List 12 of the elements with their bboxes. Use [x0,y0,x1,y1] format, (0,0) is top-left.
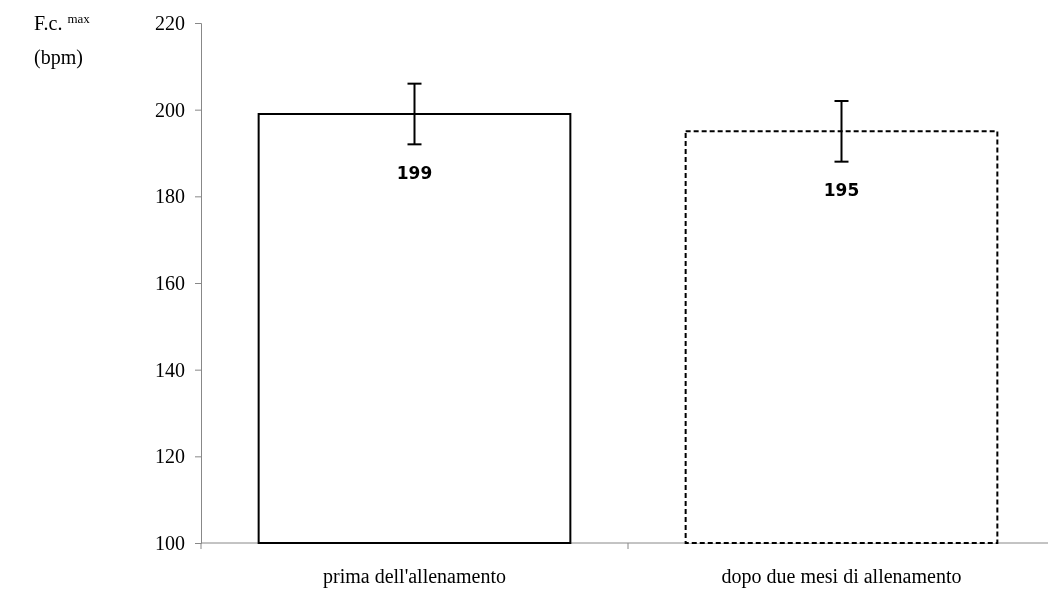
y-tick-label: 140 [155,358,185,381]
y-tick-label: 200 [155,98,185,121]
y-tick-label: 100 [155,531,185,554]
y-tick-label: 220 [155,11,185,34]
x-tick-label: dopo due mesi di allenamento [721,565,962,588]
y-tick-label: 120 [155,445,185,468]
text: F.c. $^{max}$ (bpm) [34,10,90,68]
data-label: 195 [823,180,860,201]
data-label: 199 [396,163,433,183]
y-tick-label: 180 [155,185,185,208]
x-tick-label: prima dell'allenamento [323,565,506,588]
y-tick-label: 160 [155,271,185,294]
